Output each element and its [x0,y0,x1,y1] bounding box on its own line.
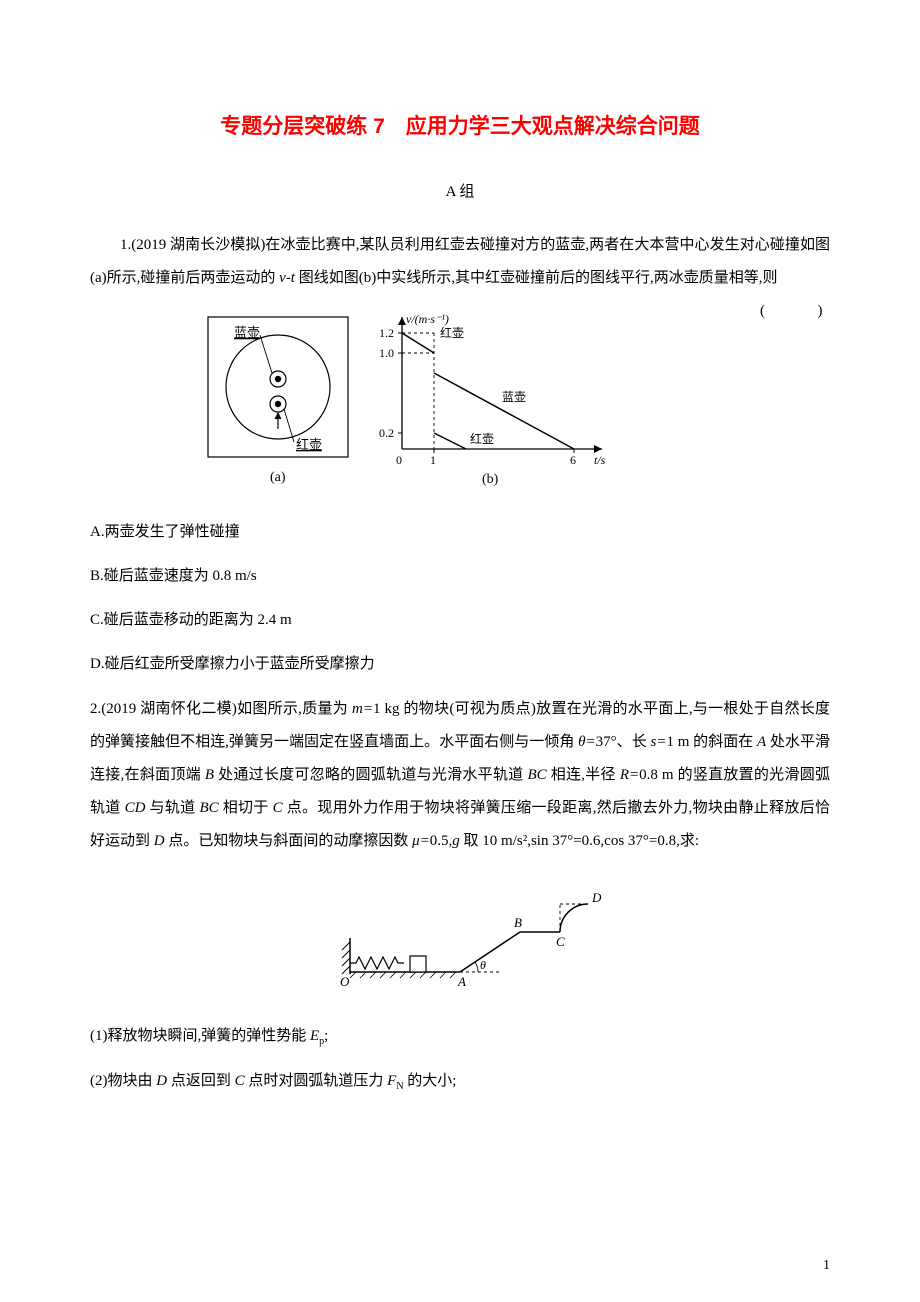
fig2-D: D [591,890,602,905]
fig2-O: O [340,974,350,989]
q2-sub1-E: E [310,1028,319,1044]
q1-vt: v-t [279,270,295,286]
fig-b-xlabel: t/s [594,453,606,467]
figure-b: 1.2 1.0 0.2 0 1 6 红壶 蓝壶 红壶 [362,309,622,489]
q2-sub1-end: ; [324,1028,328,1044]
q2-bc2after: 相切于 [219,800,273,816]
q2-sub2-D: D [156,1073,167,1089]
fig-a-blue-label: 蓝壶 [234,325,260,340]
fig2-C: C [556,934,565,949]
q2-stem: 2.(2019 湖南怀化二模)如图所示,质量为 m=1 kg 的物块(可视为质点… [90,693,830,858]
q2-theta: θ= [578,734,596,750]
doc-title: 专题分层突破练 7 应用力学三大观点解决综合问题 [90,110,830,140]
q2-sval: 1 m 的斜面在 [666,734,757,750]
q2-R: R= [620,767,639,783]
q2-sub2-a: (2)物块由 [90,1073,156,1089]
q2-C: C [273,800,283,816]
q2-sub2-mid: 点返回到 [167,1073,235,1089]
fig-a-caption: (a) [270,470,286,485]
fig-b-x0: 0 [396,453,402,467]
q2-bcafter: 相连,半径 [547,767,620,783]
q2-sub2-mid2: 点时对圆弧轨道压力 [245,1073,388,1089]
q2-sub1: (1)释放物块瞬间,弹簧的弹性势能 Ep; [90,1020,830,1053]
fig-b-y10: 1.0 [379,346,394,360]
fig-a-red-label: 红壶 [296,437,322,452]
figure-2-svg: O A θ B C D [310,872,610,992]
q1-stem: 1.(2019 湖南长沙模拟)在冰壶比赛中,某队员利用红壶去碰撞对方的蓝壶,两者… [90,229,830,295]
q1-option-c: C.碰后蓝壶移动的距离为 2.4 m [90,605,830,635]
q2-sub1-a: (1)释放物块瞬间,弹簧的弹性势能 [90,1028,310,1044]
fig-b-blue: 蓝壶 [502,389,526,404]
q2-D: D [154,833,165,849]
q2-a: 2.(2019 湖南怀化二模)如图所示,质量为 [90,701,352,717]
fig-b-x1: 1 [430,453,436,467]
q2-cdafter: 与轨道 [146,800,200,816]
q2-m: m= [352,701,373,717]
figure-a: 蓝壶 红壶 (a) [198,309,358,489]
q2-sub2-C: C [235,1073,245,1089]
fig2-B: B [514,915,522,930]
fig-b-red2: 红壶 [470,431,494,446]
q2-BC: BC [528,767,547,783]
q2-figure: O A θ B C D [90,872,830,992]
page-number: 1 [823,1258,830,1274]
fig-b-y12: 1.2 [379,326,394,340]
q2-s: s= [650,734,666,750]
q1-option-d: D.碰后红壶所受摩擦力小于蓝壶所受摩擦力 [90,649,830,679]
q2-sub2-F: F [387,1073,396,1089]
q1-option-b: B.碰后蓝壶速度为 0.8 m/s [90,561,830,591]
q2-g: g [452,833,460,849]
q2-muval: 0.5, [430,833,453,849]
fig2-A: A [457,974,466,989]
q2-BC2: BC [200,800,219,816]
q2-sub2-end: 的大小; [404,1073,457,1089]
q2-sub2-N: N [396,1081,403,1092]
q2-A: A [757,734,766,750]
q2-bafter: 处通过长度可忽略的圆弧轨道与光滑水平轨道 [214,767,527,783]
q1-figures: 蓝壶 红壶 (a) 1.2 1.0 0.2 0 1 6 [90,309,830,489]
group-label: A 组 [90,180,830,201]
q2-gval: 取 10 m/s²,sin 37°=0.6,cos 37°=0.8,求: [460,833,699,849]
fig-b-ylabel: v/(m·s⁻¹) [406,312,449,326]
fig-b-caption: (b) [482,472,499,487]
fig2-theta: θ [480,958,486,972]
q1-option-a: A.两壶发生了弹性碰撞 [90,517,830,547]
fig-b-y02: 0.2 [379,426,394,440]
fig-b-x6: 6 [570,453,576,467]
page: 专题分层突破练 7 应用力学三大观点解决综合问题 A 组 1.(2019 湖南长… [0,0,920,1302]
q1-stem-part2: 图线如图(b)中实线所示,其中红壶碰撞前后的图线平行,两冰壶质量相等,则 [295,270,778,286]
q2-mu: μ= [412,833,430,849]
q2-dafter: 点。已知物块与斜面间的动摩擦因数 [165,833,413,849]
q2-CD: CD [125,800,146,816]
q2-B: B [205,767,214,783]
fig-b-red1: 红壶 [440,325,464,340]
q1-paren: ( ) [730,295,830,328]
q2-sub2: (2)物块由 D 点返回到 C 点时对圆弧轨道压力 FN 的大小; [90,1065,830,1098]
q2-thetaval: 37°、长 [596,734,651,750]
